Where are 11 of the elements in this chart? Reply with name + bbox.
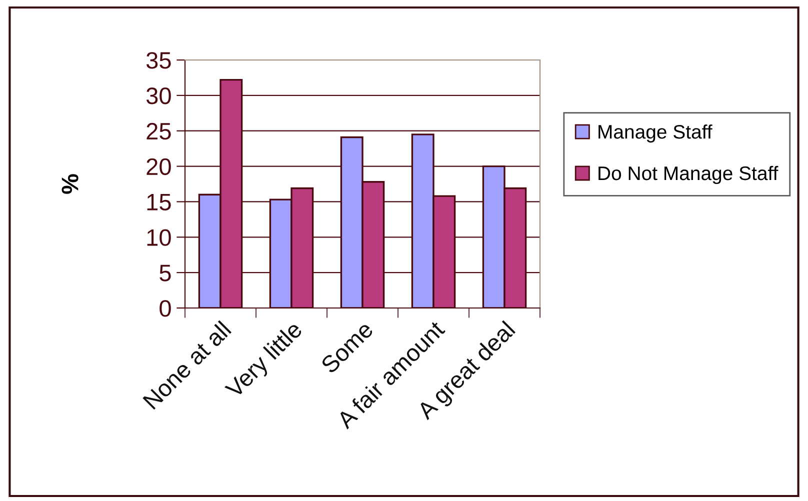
y-tick-label: 35	[146, 52, 171, 69]
y-tick-label: 0	[160, 300, 171, 317]
y-tick-label: 20	[146, 158, 171, 176]
legend-label: Do Not Manage Staff	[598, 166, 778, 184]
y-tick-label: 30	[146, 87, 171, 104]
y-tick-label: 15	[147, 194, 171, 210]
legend-label: Manage Staff	[598, 124, 712, 143]
y-tick-label: 5	[160, 264, 171, 282]
y-tick-label: 10	[147, 229, 171, 246]
y-tick-label: 25	[146, 122, 171, 140]
y-axis-title: %	[62, 174, 78, 194]
